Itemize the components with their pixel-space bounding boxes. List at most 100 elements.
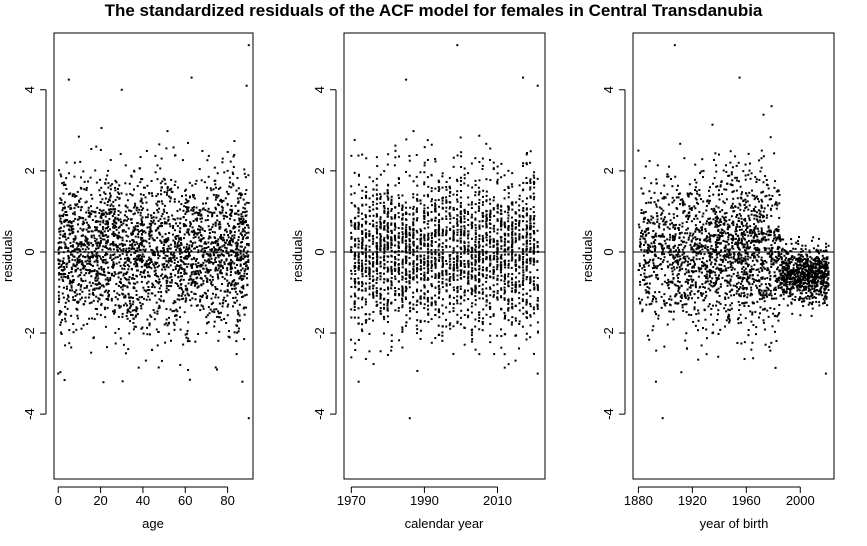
scatter-point: [426, 139, 429, 142]
scatter-point: [184, 263, 187, 266]
scatter-point: [106, 306, 109, 309]
scatter-point: [215, 186, 218, 189]
scatter-point: [244, 207, 247, 210]
scatter-point: [158, 143, 161, 146]
scatter-point: [70, 271, 73, 274]
scatter-point: [199, 238, 202, 241]
scatter-point: [456, 274, 459, 277]
scatter-point: [416, 197, 419, 200]
scatter-point: [247, 260, 250, 263]
scatter-point: [228, 185, 231, 188]
scatter-point: [368, 273, 371, 276]
scatter-point: [237, 253, 240, 256]
scatter-point: [87, 269, 90, 272]
scatter-point: [207, 237, 210, 240]
scatter-point: [365, 157, 368, 160]
scatter-point: [187, 369, 190, 372]
scatter-point: [80, 296, 83, 299]
scatter-point: [390, 216, 393, 219]
scatter-point: [488, 219, 491, 222]
scatter-point: [372, 203, 375, 206]
scatter-point: [164, 257, 167, 260]
scatter-point: [80, 260, 83, 263]
scatter-point: [230, 208, 233, 211]
scatter-point: [165, 211, 168, 214]
scatter-point: [99, 220, 102, 223]
scatter-point: [393, 228, 396, 231]
scatter-point: [114, 331, 117, 334]
scatter-point: [189, 299, 192, 302]
scatter-point: [114, 225, 117, 228]
scatter-point: [127, 235, 130, 238]
scatter-point: [518, 221, 521, 224]
scatter-point: [125, 247, 128, 250]
scatter-point: [108, 272, 111, 275]
scatter-point: [58, 202, 61, 205]
scatter-point: [227, 192, 230, 195]
scatter-point: [510, 306, 513, 309]
scatter-point: [485, 194, 488, 197]
scatter-point: [85, 286, 88, 289]
scatter-point: [128, 240, 131, 243]
scatter-point: [412, 269, 415, 272]
scatter-point: [88, 260, 91, 263]
scatter-point: [82, 280, 85, 283]
scatter-point: [463, 217, 466, 220]
scatter-point: [212, 252, 215, 255]
scatter-point: [386, 300, 389, 303]
scatter-point: [448, 272, 451, 275]
scatter-point: [192, 270, 195, 273]
scatter-point: [387, 211, 390, 214]
scatter-point: [193, 212, 196, 215]
scatter-point: [477, 193, 480, 196]
scatter-point: [404, 201, 407, 204]
scatter-point: [127, 259, 130, 262]
scatter-point: [383, 219, 386, 222]
scatter-point: [525, 316, 528, 319]
scatter-point: [218, 220, 221, 223]
scatter-point: [104, 215, 107, 218]
scatter-point: [154, 272, 157, 275]
scatter-point: [445, 269, 448, 272]
scatter-point: [107, 298, 110, 301]
scatter-point: [200, 234, 203, 237]
scatter-point: [124, 294, 127, 297]
scatter-point: [372, 296, 375, 299]
scatter-point: [99, 293, 102, 296]
scatter-point: [114, 189, 117, 192]
scatter-point: [223, 263, 226, 266]
scatter-point: [173, 229, 176, 232]
scatter-point: [441, 228, 444, 231]
scatter-point: [412, 231, 415, 234]
scatter-point: [394, 268, 397, 271]
scatter-point: [68, 193, 71, 196]
scatter-point: [124, 210, 127, 213]
scatter-point: [455, 264, 458, 267]
scatter-point: [150, 179, 153, 182]
scatter-point: [171, 310, 174, 313]
scatter-point: [148, 288, 151, 291]
scatter-point: [243, 275, 246, 278]
scatter-point: [117, 304, 120, 307]
scatter-point: [511, 321, 514, 324]
scatter-point: [67, 272, 70, 275]
scatter-point: [239, 192, 242, 195]
scatter-point: [434, 230, 437, 233]
scatter-point: [57, 248, 60, 251]
scatter-point: [390, 246, 393, 249]
scatter-point: [117, 231, 120, 234]
scatter-point: [416, 328, 419, 331]
scatter-point: [68, 329, 71, 332]
scatter-point: [467, 314, 470, 317]
scatter-point: [155, 247, 158, 250]
scatter-point: [119, 218, 122, 221]
scatter-point: [73, 264, 76, 267]
scatter-point: [93, 237, 96, 240]
scatter-point: [452, 279, 455, 282]
scatter-point: [515, 276, 518, 279]
scatter-point: [529, 227, 532, 230]
scatter-point: [463, 230, 466, 233]
scatter-point: [470, 334, 473, 337]
scatter-point: [131, 273, 134, 276]
